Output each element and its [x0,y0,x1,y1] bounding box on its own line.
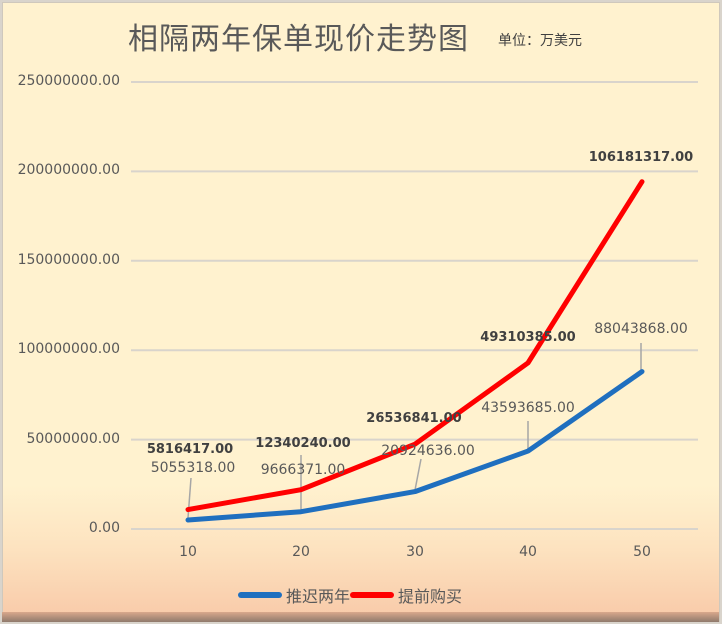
x-tick-label: 20 [292,544,310,560]
x-tick-label: 10 [179,544,197,560]
data-labels: 5055318.00 9666371.00 20924636.00 43593685.… [147,150,693,478]
data-label-red: 26536841.00 [366,411,461,426]
legend-swatch-icon [350,592,395,598]
data-label-blue: 9666371.00 [261,462,346,478]
frame-shadow [2,612,719,622]
data-label-red: 106181317.00 [589,150,693,165]
y-tick-label: 0.00 [88,520,120,536]
data-label-blue: 43593685.00 [481,400,575,416]
x-tick-label: 50 [633,544,651,560]
gridlines [131,81,698,530]
chart-subtitle: 单位：万美元 [498,33,582,49]
series-line-red [185,179,645,513]
y-tick-label: 150000000.00 [17,252,120,268]
data-label-red: 49310385.00 [480,330,575,345]
y-tick-label: 50000000.00 [26,431,120,447]
legend-label: 提前购买 [398,587,463,606]
x-tick-label: 30 [406,544,424,560]
legend-label: 推迟两年 [286,587,351,606]
legend-item-red[interactable]: 提前购买 [350,583,462,607]
y-tick-label: 100000000.00 [17,341,120,357]
data-label-red: 5816417.00 [147,442,233,457]
y-tick-label: 200000000.00 [17,162,120,178]
y-tick-label: 250000000.00 [17,73,120,89]
legend-swatch-icon [238,592,282,598]
x-tick-label: 40 [519,544,537,560]
data-label-blue: 5055318.00 [151,460,236,476]
data-label-blue: 88043868.00 [594,321,688,337]
legend: 推迟两年 提前购买 [238,583,462,607]
data-label-blue: 20924636.00 [381,443,475,459]
chart-title: 相隔两年保单现价走势图 [128,22,469,57]
series-line-blue [185,369,645,523]
data-label-red: 12340240.00 [255,436,350,451]
legend-item-blue[interactable]: 推迟两年 [238,583,350,607]
